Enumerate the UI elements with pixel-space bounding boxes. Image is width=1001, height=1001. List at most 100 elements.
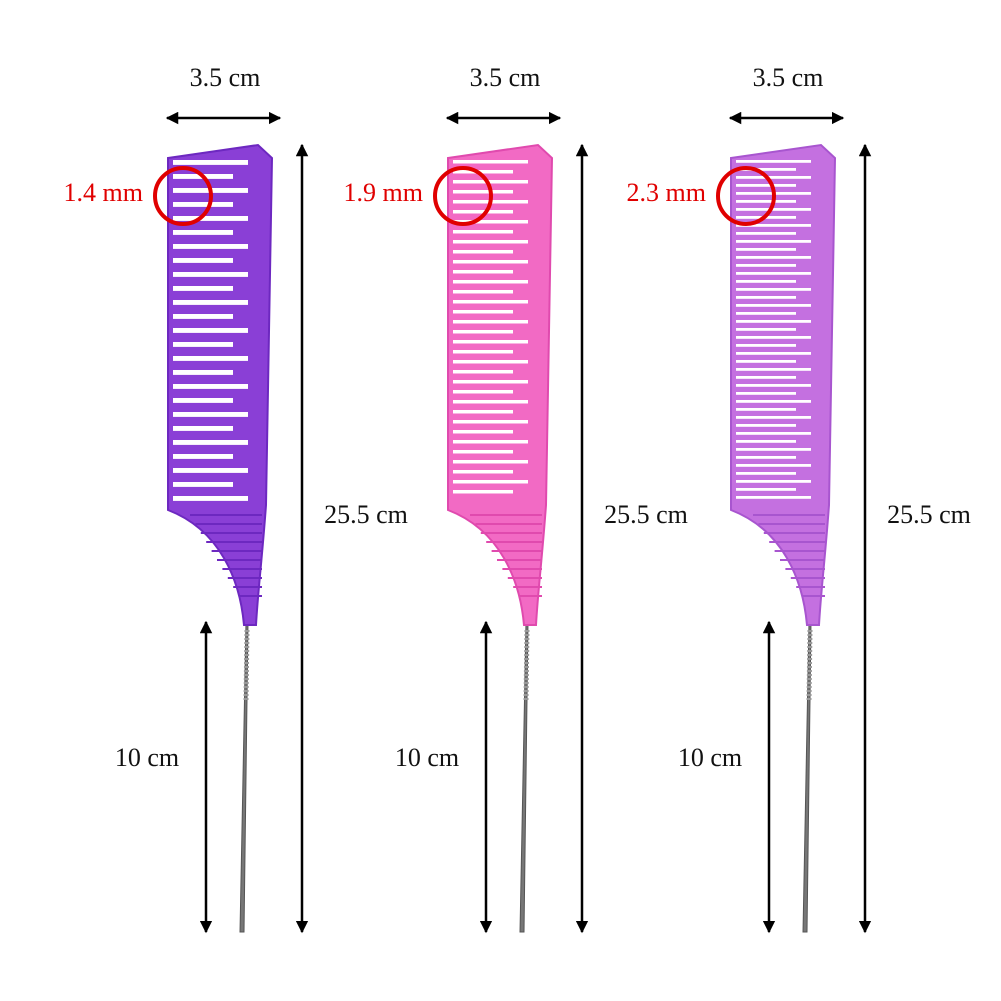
tooth-gap [736, 256, 811, 259]
tooth-gap [453, 430, 513, 434]
tooth-gap [736, 160, 811, 163]
tooth-gap [453, 470, 513, 474]
width-label: 3.5 cm [190, 63, 261, 92]
tooth-gap [736, 432, 811, 435]
tooth-gap [453, 360, 528, 364]
tooth-gap [736, 296, 796, 299]
tooth-gap [173, 272, 248, 277]
tooth-gap [736, 400, 811, 403]
gap-label: 2.3 mm [627, 178, 706, 207]
tooth-gap [173, 384, 248, 389]
tooth-gap [453, 420, 528, 424]
tooth-gap [736, 240, 811, 243]
tooth-gap [173, 202, 233, 207]
tooth-gap [453, 190, 513, 194]
tooth-gap [453, 330, 513, 334]
length-label: 25.5 cm [604, 500, 688, 529]
tooth-gap [736, 272, 811, 275]
gap-circle [153, 166, 213, 226]
tooth-gap [736, 232, 796, 235]
tooth-gap [173, 412, 248, 417]
tooth-gap [173, 496, 248, 501]
tooth-gap [453, 480, 528, 484]
tooth-gap [453, 220, 528, 224]
tooth-gap [736, 224, 811, 227]
tooth-gap [453, 370, 513, 374]
tail-label: 10 cm [678, 743, 742, 772]
tooth-gap [736, 488, 796, 491]
tooth-gap [453, 440, 528, 444]
tail-label: 10 cm [395, 743, 459, 772]
tooth-gap [736, 312, 796, 315]
width-label: 3.5 cm [753, 63, 824, 92]
tooth-gap [736, 248, 796, 251]
tooth-gap [736, 440, 796, 443]
tooth-gap [173, 440, 248, 445]
tooth-gap [736, 416, 811, 419]
tooth-gap [736, 448, 811, 451]
tooth-gap [736, 176, 811, 179]
tooth-gap [173, 300, 248, 305]
comb: 3.5 cm 1.9 mm 25.5 cm 10 cm [344, 63, 688, 934]
tooth-gap [173, 454, 233, 459]
tooth-gap [736, 392, 796, 395]
tooth-gap [736, 480, 811, 483]
tooth-gap [736, 288, 811, 291]
gap-circle [716, 166, 776, 226]
tooth-gap [453, 340, 528, 344]
tooth-gap [453, 170, 513, 174]
tooth-gap [736, 168, 796, 171]
tooth-gap [453, 180, 528, 184]
tooth-gap [736, 352, 811, 355]
tooth-gap [453, 210, 513, 214]
tooth-gap [453, 290, 513, 294]
tooth-gap [173, 426, 233, 431]
tooth-gap [453, 310, 513, 314]
tooth-gap [453, 240, 528, 244]
tooth-gap [453, 250, 513, 254]
tooth-gap [736, 368, 811, 371]
tooth-gap [453, 410, 513, 414]
tooth-gap [173, 356, 248, 361]
tooth-gap [736, 456, 796, 459]
tooth-gap [736, 344, 796, 347]
tooth-gap [453, 450, 513, 454]
gap-label: 1.9 mm [344, 178, 423, 207]
tooth-gap [736, 424, 796, 427]
length-label: 25.5 cm [324, 500, 408, 529]
tooth-gap [173, 286, 233, 291]
tooth-gap [173, 258, 233, 263]
gap-circle [433, 166, 493, 226]
tooth-gap [736, 328, 796, 331]
tooth-gap [736, 320, 811, 323]
tooth-gap [736, 408, 796, 411]
tooth-gap [173, 468, 248, 473]
tooth-gap [173, 482, 233, 487]
tooth-gap [173, 314, 233, 319]
tooth-gap [453, 320, 528, 324]
comb: 3.5 cm 1.4 mm 25.5 cm 10 cm [64, 63, 408, 934]
tooth-gap [736, 384, 811, 387]
tooth-gap [736, 496, 811, 499]
tooth-gap [736, 336, 811, 339]
tooth-gap [453, 230, 513, 234]
tooth-gap [453, 270, 513, 274]
tooth-gap [736, 360, 796, 363]
tooth-gap [453, 300, 528, 304]
tail-label: 10 cm [115, 743, 179, 772]
tooth-gap [453, 160, 528, 164]
tooth-gap [453, 280, 528, 284]
tooth-gap [736, 184, 796, 187]
width-label: 3.5 cm [470, 63, 541, 92]
tooth-gap [453, 350, 513, 354]
tooth-gap [173, 370, 233, 375]
gap-label: 1.4 mm [64, 178, 143, 207]
tooth-gap [736, 376, 796, 379]
tooth-gap [173, 328, 248, 333]
comb: 3.5 cm 2.3 mm 25.5 cm 10 cm [627, 63, 971, 934]
tooth-gap [453, 400, 528, 404]
tooth-gap [173, 398, 233, 403]
tooth-gap [736, 280, 796, 283]
tooth-gap [736, 472, 796, 475]
